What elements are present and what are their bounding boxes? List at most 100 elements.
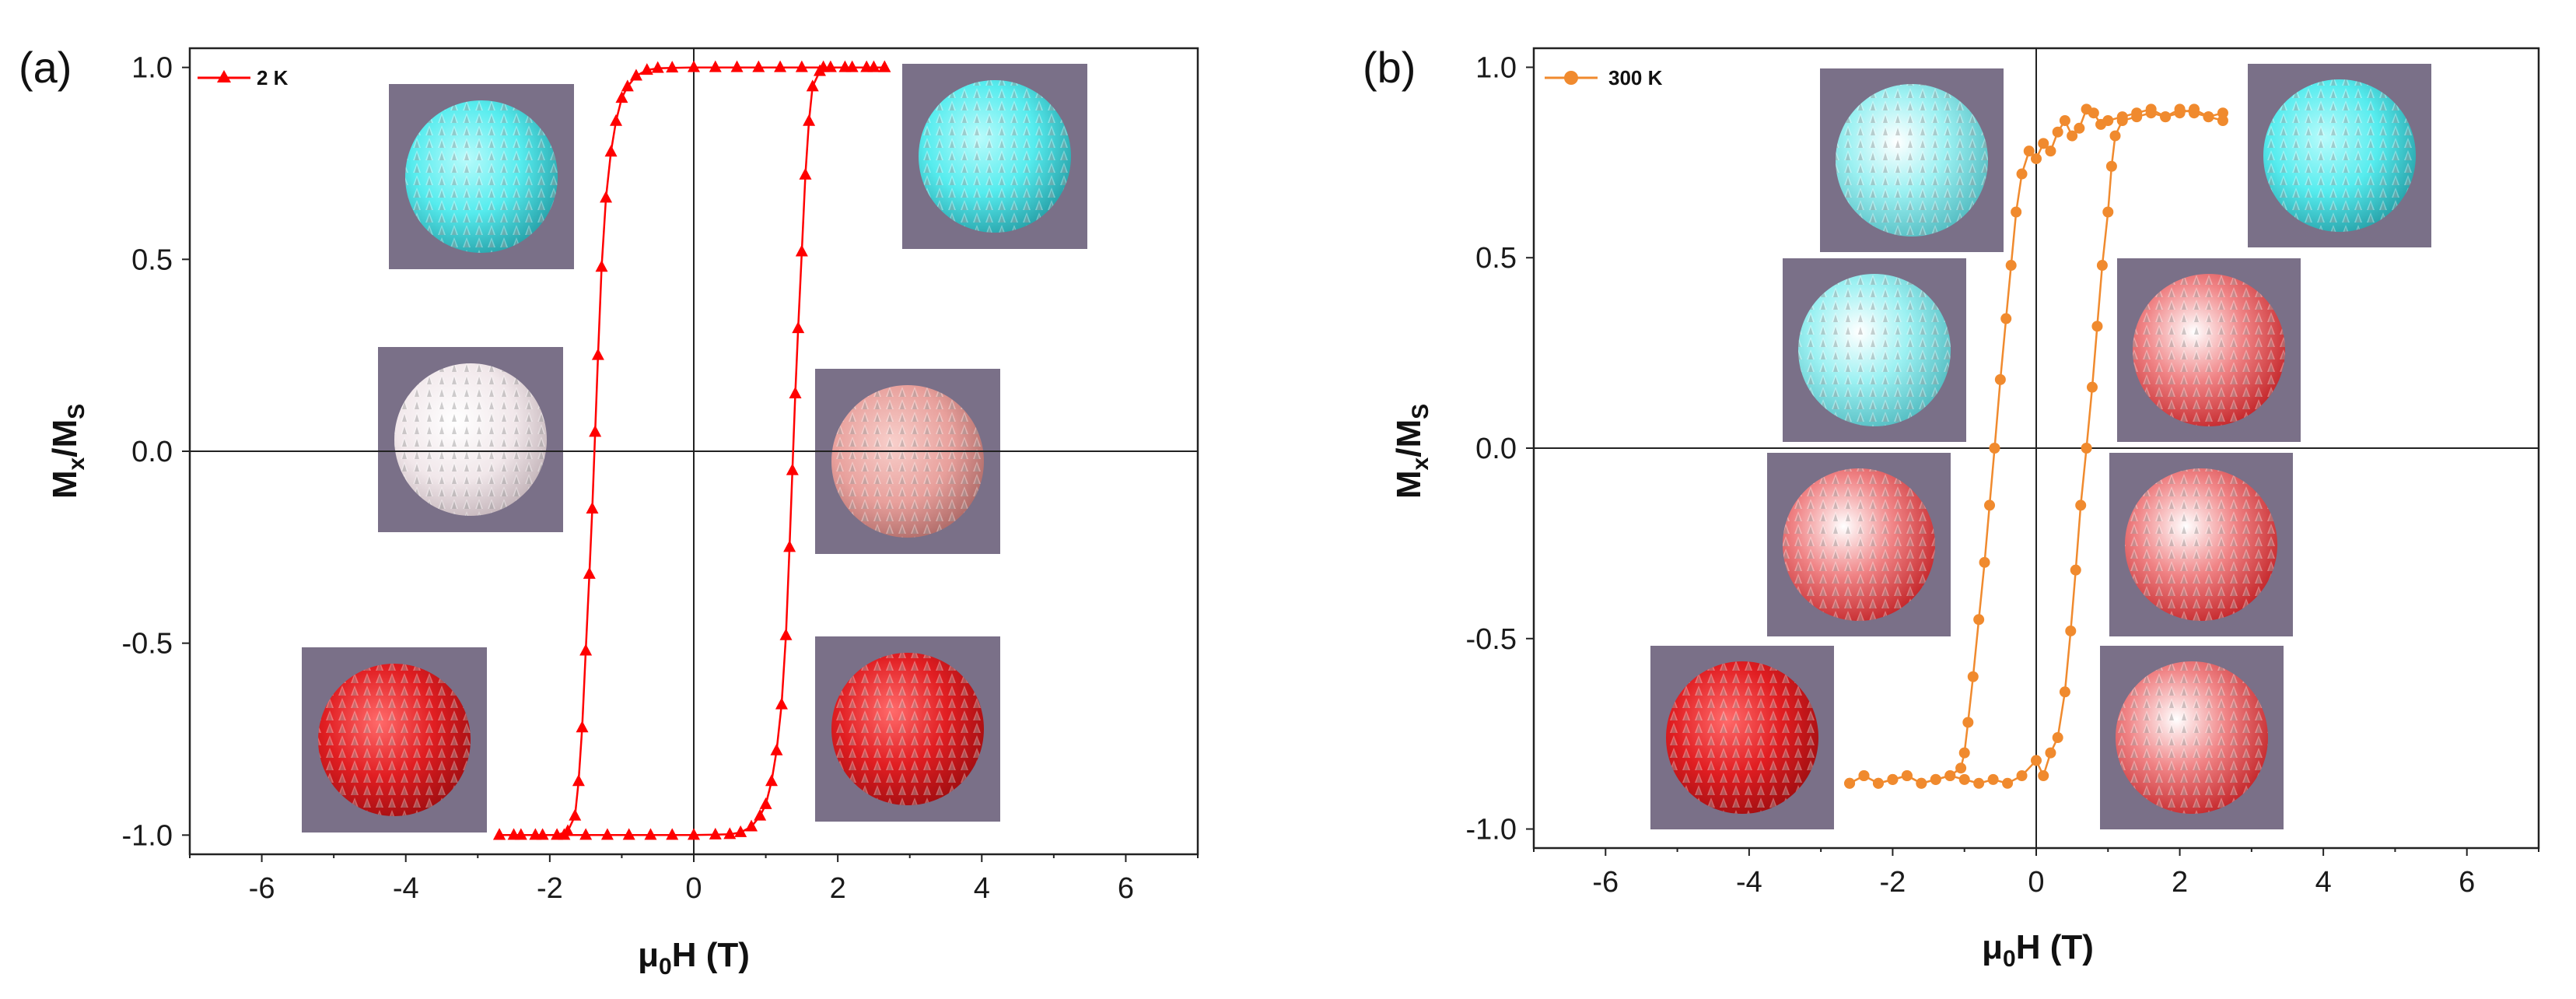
ytick-label-a: -0.5 bbox=[122, 628, 173, 661]
xtick-label-a: 0 bbox=[685, 872, 702, 905]
data-point-b bbox=[2091, 321, 2103, 332]
data-point-b bbox=[2011, 206, 2022, 218]
data-point-a bbox=[604, 145, 618, 157]
data-point-a bbox=[709, 60, 722, 72]
ytick-label-b: 1.0 bbox=[1475, 51, 1517, 84]
data-point-a bbox=[579, 828, 593, 840]
data-point-b bbox=[2217, 115, 2228, 127]
data-point-a bbox=[493, 828, 506, 840]
data-point-b bbox=[2160, 111, 2172, 123]
data-point-a bbox=[610, 114, 623, 126]
data-point-b bbox=[1984, 500, 1996, 511]
data-point-b bbox=[2059, 686, 2070, 698]
data-point-b bbox=[2145, 107, 2157, 119]
xtick-label-a: -4 bbox=[393, 872, 419, 905]
data-point-b bbox=[1958, 747, 1970, 759]
data-point-a bbox=[576, 720, 589, 733]
data-point-b bbox=[1955, 762, 1967, 774]
ytick-label-b: -0.5 bbox=[1466, 623, 1517, 656]
data-point-a bbox=[779, 628, 793, 640]
data-point-a bbox=[867, 60, 880, 72]
data-point-a bbox=[709, 827, 722, 840]
data-point-b bbox=[2002, 777, 2014, 789]
xtick-label-b: -2 bbox=[1880, 866, 1906, 899]
data-point-b bbox=[2016, 769, 2028, 781]
data-point-b bbox=[1962, 717, 1974, 728]
data-point-a bbox=[752, 60, 765, 72]
data-point-b bbox=[2052, 732, 2063, 744]
data-point-a bbox=[783, 540, 796, 552]
data-point-a bbox=[745, 819, 758, 832]
data-point-b bbox=[2081, 443, 2092, 454]
data-point-b bbox=[2116, 115, 2128, 127]
data-point-b bbox=[2102, 206, 2114, 218]
data-point-b bbox=[2070, 564, 2081, 576]
legend-b-marker bbox=[1564, 71, 1578, 85]
data-point-a bbox=[824, 60, 837, 72]
xtick-label-b: -6 bbox=[1592, 866, 1619, 899]
data-point-a bbox=[730, 60, 744, 72]
data-point-b bbox=[2016, 168, 2028, 180]
xlabel-b: μ0H (T) bbox=[1982, 928, 2094, 972]
data-point-b bbox=[2203, 111, 2214, 123]
xtick-label-b: -4 bbox=[1736, 866, 1762, 899]
data-point-b bbox=[1858, 769, 1870, 781]
data-point-a bbox=[878, 60, 891, 72]
data-point-a bbox=[799, 167, 812, 180]
legend-a: 2 K bbox=[198, 66, 289, 89]
data-point-a bbox=[621, 79, 634, 92]
data-point-a bbox=[795, 244, 808, 257]
data-point-a bbox=[774, 60, 787, 72]
xtick-label-b: 2 bbox=[2172, 866, 2188, 899]
ytick-label-b: 0.5 bbox=[1475, 242, 1517, 275]
ytick-label-b: -1.0 bbox=[1466, 814, 1517, 847]
data-point-b bbox=[2059, 115, 2070, 127]
data-point-a bbox=[759, 797, 772, 809]
data-point-b bbox=[2023, 145, 2035, 157]
data-point-a bbox=[600, 191, 613, 203]
data-point-b bbox=[2000, 313, 2012, 324]
data-point-b bbox=[1872, 777, 1884, 789]
legend-b-label: 300 K bbox=[1608, 66, 1663, 89]
data-point-b bbox=[2067, 130, 2078, 142]
data-point-a bbox=[558, 828, 571, 840]
data-point-a bbox=[586, 502, 599, 514]
data-point-a bbox=[789, 387, 802, 398]
data-point-b bbox=[2038, 138, 2049, 149]
data-point-b bbox=[1958, 773, 1970, 785]
plot-b: -6 -4 -2 0 2 4 6 -1.0 -0.5 0.0 0.5 1.0 bbox=[1466, 47, 2540, 899]
xtick-label-a: -2 bbox=[537, 872, 563, 905]
data-point-a bbox=[595, 260, 608, 272]
data-point-b bbox=[1973, 614, 1985, 626]
data-point-a bbox=[640, 63, 653, 75]
data-point-b bbox=[2031, 152, 2042, 164]
panel-a: (a) -6 -4 -2 0 2 4 6 -1.0 -0.5 0.0 0.5 1.0 bbox=[19, 43, 1199, 980]
xtick-label-a: -6 bbox=[249, 872, 275, 905]
data-point-b bbox=[2174, 103, 2186, 115]
xtick-label-b: 0 bbox=[2028, 866, 2044, 899]
ytick-label-a: 0.5 bbox=[131, 244, 173, 276]
data-point-b bbox=[1887, 773, 1899, 785]
data-point-b bbox=[2038, 769, 2049, 781]
data-point-a bbox=[589, 425, 602, 437]
data-point-a bbox=[723, 827, 737, 840]
data-point-a bbox=[775, 697, 788, 710]
xtick-label-a: 6 bbox=[1118, 872, 1134, 905]
ylabel-a: Mx/MS bbox=[46, 404, 89, 499]
xtick-label-a: 2 bbox=[830, 872, 846, 905]
panel-a-insets bbox=[302, 64, 1087, 832]
data-point-b bbox=[1989, 443, 2000, 454]
panel-b: (b) -6 -4- bbox=[1363, 43, 2540, 972]
legend-a-marker bbox=[217, 70, 231, 82]
data-point-a bbox=[806, 79, 819, 92]
data-point-b bbox=[1967, 671, 1979, 682]
data-point-a bbox=[688, 828, 700, 840]
data-point-b bbox=[1973, 777, 1985, 789]
data-point-b bbox=[2109, 130, 2121, 142]
data-point-b bbox=[1994, 373, 2006, 385]
data-point-a bbox=[583, 566, 596, 579]
data-point-a bbox=[615, 91, 628, 103]
data-point-a bbox=[845, 60, 859, 72]
data-point-a bbox=[536, 828, 549, 840]
ytick-label-b: 0.0 bbox=[1475, 433, 1517, 465]
